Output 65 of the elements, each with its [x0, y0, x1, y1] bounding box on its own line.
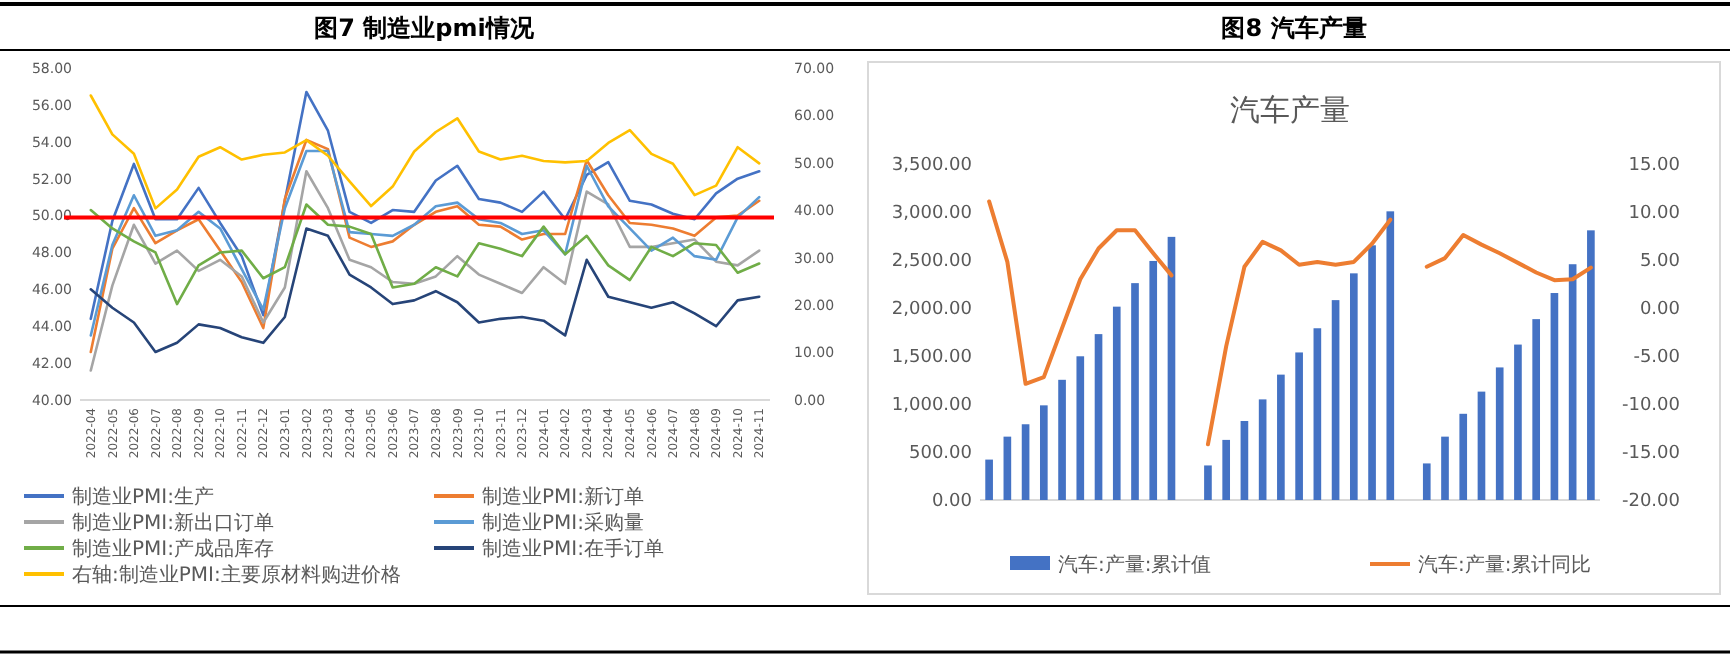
bar	[1532, 319, 1541, 500]
bar	[1331, 300, 1340, 500]
line-series	[89, 227, 761, 354]
chart-title: 图7 制造业pmi情况	[314, 14, 536, 42]
bar	[1368, 245, 1376, 500]
y-tick-label: 0.00	[931, 492, 973, 513]
bar	[1131, 283, 1139, 500]
bar	[1149, 260, 1158, 500]
chart-subtitle: 汽车产量	[1230, 92, 1350, 128]
bar	[1003, 436, 1012, 500]
bar	[1167, 236, 1176, 500]
bar	[1076, 356, 1085, 500]
y2-tick-label: 5.00	[1639, 252, 1681, 273]
chart-title: 图8 汽车产量	[1221, 14, 1367, 42]
legend-label: 制造业PMI:新订单	[482, 485, 644, 509]
bar	[1386, 211, 1395, 500]
y-tick-label: 2,000.00	[891, 300, 973, 321]
bar	[1204, 465, 1212, 500]
y2-tick-label: -10.00	[1621, 396, 1681, 417]
y2-tick-label: 0.00	[1639, 300, 1681, 321]
legend-label: 汽车:产量:累计值	[1058, 553, 1212, 577]
y-tick-label: 3,500.00	[891, 156, 973, 177]
bar	[1550, 293, 1559, 500]
y2-tick-label: -20.00	[1621, 492, 1681, 513]
y2-tick-label: 15.00	[1628, 156, 1681, 177]
legend-label: 制造业PMI:生产	[72, 485, 214, 509]
bar	[1277, 374, 1285, 500]
y-tick-label: 1,000.00	[891, 396, 973, 417]
bar	[1441, 436, 1449, 500]
line-series	[89, 169, 761, 372]
bar	[1222, 439, 1231, 500]
legend-label: 制造业PMI:采购量	[482, 511, 644, 535]
bar	[1349, 273, 1358, 500]
bar	[1313, 328, 1322, 500]
legend-label: 制造业PMI:在手订单	[482, 537, 664, 561]
y2-tick-label: -15.00	[1621, 444, 1681, 465]
bar	[1514, 344, 1522, 500]
bar	[1058, 379, 1066, 500]
bar	[1422, 463, 1431, 500]
line-series	[89, 90, 761, 321]
bar	[1094, 334, 1103, 500]
bar	[1477, 391, 1486, 500]
bar	[1568, 264, 1577, 500]
y2-tick-label: -5.00	[1633, 348, 1681, 369]
bar	[1021, 424, 1030, 500]
bar	[1495, 367, 1504, 500]
legend-label: 制造业PMI:产成品库存	[72, 537, 274, 561]
line-series	[89, 203, 761, 306]
bar	[985, 459, 993, 500]
y-tick-label: 3,000.00	[891, 204, 973, 225]
legend-label: 右轴:制造业PMI:主要原材料购进价格	[72, 563, 401, 587]
bar	[1240, 420, 1249, 500]
bar	[1459, 413, 1468, 500]
y-tick-label: 500.00	[909, 444, 973, 465]
legend-label: 制造业PMI:新出口订单	[72, 511, 274, 535]
y2-tick-label: 10.00	[1628, 204, 1681, 225]
y-tick-label: 2,500.00	[891, 252, 973, 273]
bar	[1295, 352, 1303, 500]
bar	[1587, 230, 1595, 500]
bar	[1112, 306, 1121, 500]
y-tick-label: 1,500.00	[891, 348, 973, 369]
legend-label: 汽车:产量:累计同比	[1418, 553, 1592, 577]
bar	[1258, 399, 1267, 500]
line-series	[89, 94, 761, 210]
bar	[1039, 405, 1048, 500]
